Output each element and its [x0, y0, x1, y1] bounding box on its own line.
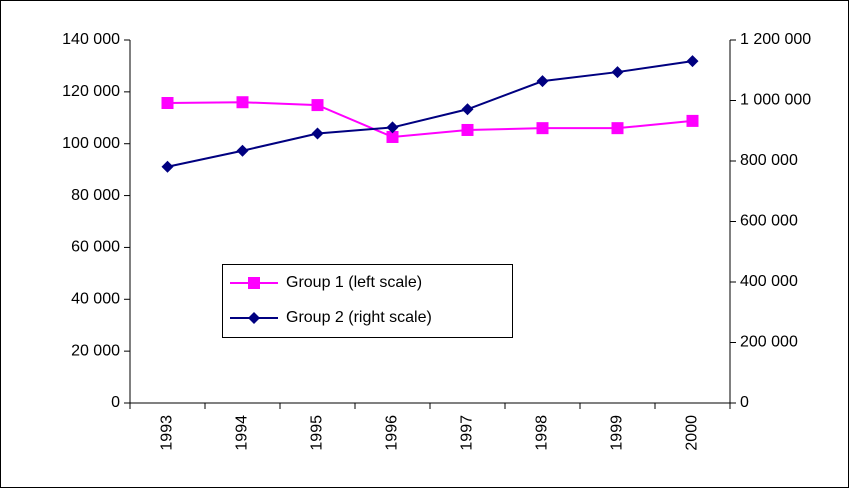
- x-tick-label: 1999: [609, 415, 626, 451]
- y2-tick-label: 600 000: [740, 213, 798, 230]
- point: [161, 97, 174, 110]
- point: [611, 66, 624, 79]
- y-tick-label: 140 000: [62, 31, 120, 48]
- point: [686, 114, 699, 127]
- point: [386, 121, 399, 134]
- point: [536, 122, 549, 135]
- x-tick-label: 1997: [459, 415, 476, 451]
- x-tick-label: 1996: [384, 415, 401, 451]
- point: [248, 277, 260, 289]
- x-tick-label: 2000: [684, 415, 701, 451]
- point: [611, 122, 624, 135]
- point: [311, 99, 324, 112]
- y2-tick-label: 1 000 000: [740, 92, 811, 109]
- x-tick-label: 1995: [309, 415, 326, 451]
- point: [461, 103, 474, 116]
- y-tick-label: 60 000: [71, 239, 120, 256]
- point: [686, 55, 699, 68]
- x-tick-label: 1998: [534, 415, 551, 451]
- point: [236, 96, 249, 109]
- y-tick-label: 0: [111, 394, 120, 411]
- y2-tick-label: 800 000: [740, 152, 798, 169]
- legend-label: Group 1 (left scale): [286, 274, 422, 291]
- legend-box: [222, 264, 513, 338]
- y-tick-label: 20 000: [71, 342, 120, 359]
- y2-tick-label: 0: [740, 394, 749, 411]
- legend: Group 1 (left scale) Group 2 (right scale…: [222, 264, 513, 338]
- x-tick-label: 1993: [159, 415, 176, 451]
- y-tick-label: 80 000: [71, 187, 120, 204]
- point: [236, 144, 249, 157]
- x-tick-label: 1994: [234, 415, 251, 451]
- point: [386, 130, 399, 143]
- legend-label: Group 2 (right scale): [286, 309, 432, 326]
- y2-tick-label: 1 200 000: [740, 31, 811, 48]
- y-tick-label: 120 000: [62, 83, 120, 100]
- y2-tick-label: 400 000: [740, 273, 798, 290]
- y2-tick-label: 200 000: [740, 334, 798, 351]
- y-tick-label: 100 000: [62, 135, 120, 152]
- point: [536, 75, 549, 88]
- series-line: [167, 60, 693, 168]
- point: [248, 312, 260, 324]
- y-tick-label: 40 000: [71, 291, 120, 308]
- point: [161, 160, 174, 173]
- point: [311, 127, 324, 140]
- series-line: [167, 101, 693, 138]
- point: [461, 123, 474, 136]
